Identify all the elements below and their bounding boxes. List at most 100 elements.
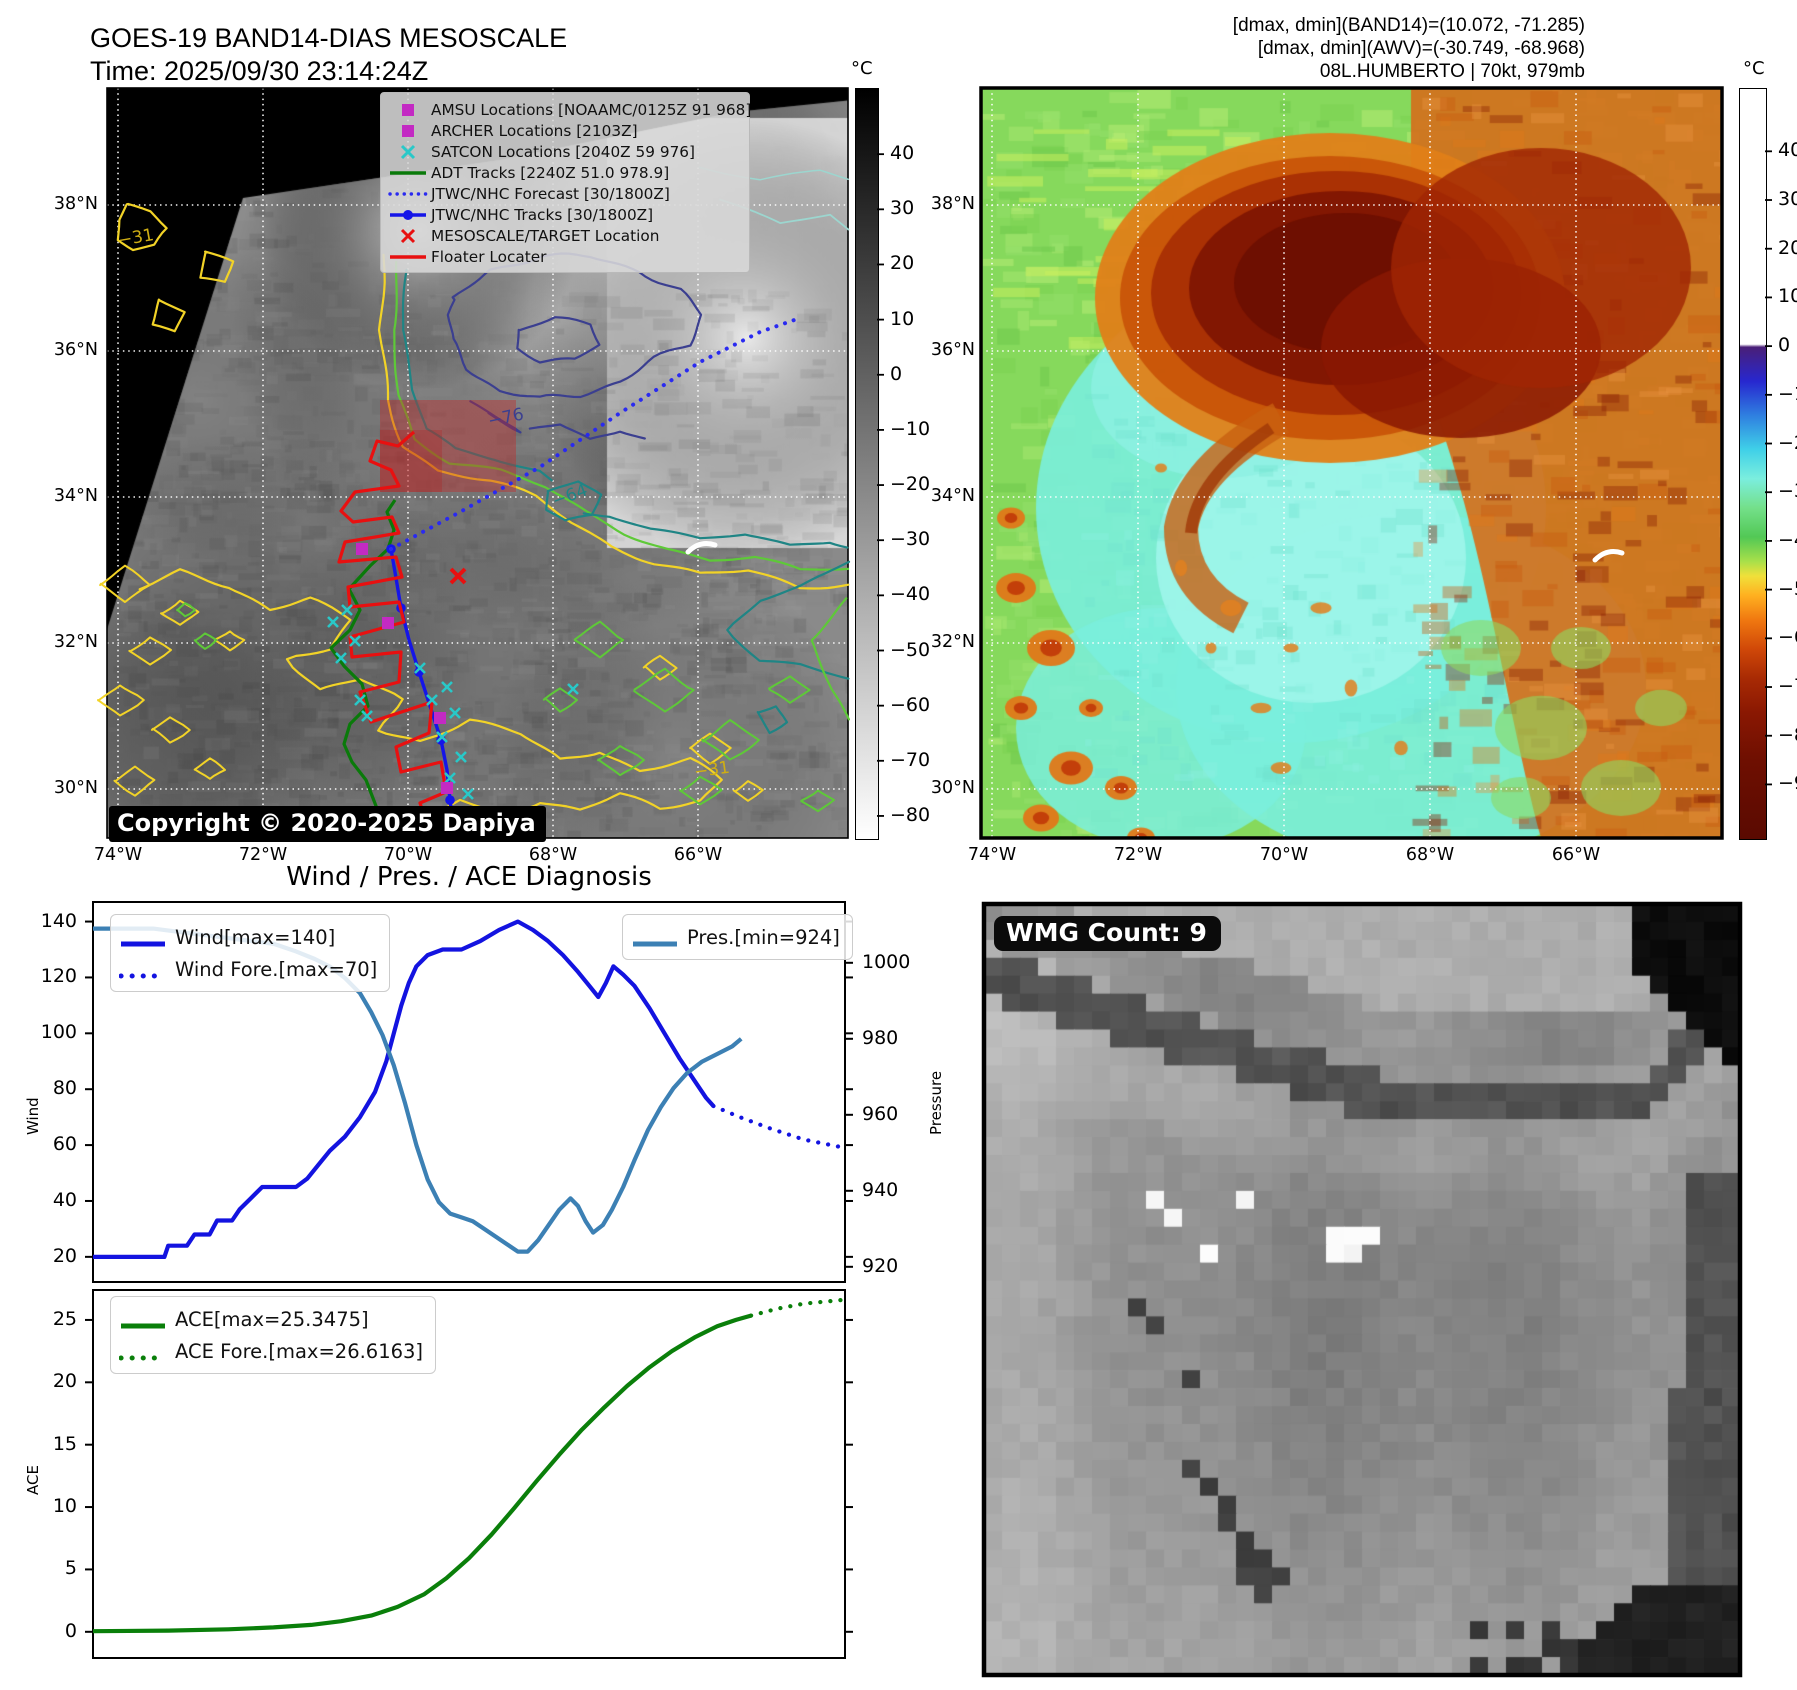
lat-tick-label: 38°N [53,194,98,214]
left-colorbar-tick: −30 [890,528,931,551]
lat-tick-label: 36°N [53,340,98,360]
chart-legend-label: ACE Fore.[max=26.6163] [175,1339,424,1363]
legend-item-label: Floater Locater [431,247,547,266]
header-right: [dmax, dmin](BAND14)=(10.072, -71.285) [… [1233,14,1585,83]
y-tick-label: 80 [52,1077,77,1100]
left-colorbar-tick: −20 [890,473,931,496]
pressure-legend: Pres.[min=924] [622,914,853,960]
left-colorbar-unit: °C [851,58,873,79]
lon-tick-label: 70°W [1259,845,1309,865]
pressure-axis-label: Pressure [927,1070,945,1135]
lat-tick-label: 38°N [930,194,975,214]
legend-item: AMSU Locations [NOAAMC/0125Z 91 968] [385,99,751,120]
left-colorbar-tick: −40 [890,583,931,606]
legend-item-label: SATCON Locations [2040Z 59 976] [431,142,696,161]
chart-legend-item: Pres.[min=924] [631,921,840,953]
lat-tick-label: 36°N [930,340,975,360]
lon-tick-label: 68°W [1405,845,1455,865]
lon-tick-label: 74°W [967,845,1017,865]
left-colorbar-tick: 10 [890,307,915,330]
awv-colorbar [1739,88,1767,840]
left-colorbar-tick: 40 [890,142,915,165]
left-colorbar-tick: −70 [890,748,931,771]
legend-item-label: JTWC/NHC Forecast [30/1800Z] [431,184,670,203]
y-tick-right-label: 960 [862,1102,899,1125]
copyright-badge: Copyright © 2020-2025 Dapiya [109,806,546,842]
chart-legend-item: ACE Fore.[max=26.6163] [119,1335,423,1367]
y-tick-right-label: 920 [862,1254,899,1277]
left-colorbar-tick: 30 [890,197,915,220]
y-tick-label: 10 [52,1495,77,1518]
legend-item: JTWC/NHC Forecast [30/1800Z] [385,183,745,204]
lon-tick-label: 66°W [673,845,723,865]
legend-item: JTWC/NHC Tracks [30/1800Z] [385,204,745,225]
page-title: GOES-19 BAND14-DIAS MESOSCALE [90,23,568,53]
lon-tick-label: 74°W [93,845,143,865]
lon-tick-label: 66°W [1551,845,1601,865]
right-colorbar-tick: −50 [1778,577,1797,600]
dmax-dmin-awv: [dmax, dmin](AWV)=(-30.749, -68.968) [1257,38,1585,59]
left-colorbar-tick: −80 [890,803,931,826]
storm-status: 08L.HUMBERTO | 70kt, 979mb [1319,61,1585,82]
legend-item: ARCHER Locations [2103Z] [385,120,745,141]
left-colorbar-tick: −60 [890,693,931,716]
right-colorbar-tick: 10 [1778,285,1797,308]
dmax-dmin-band14: [dmax, dmin](BAND14)=(10.072, -71.285) [1232,15,1585,36]
y-tick-label: 140 [40,909,77,932]
right-colorbar-tick: −40 [1778,528,1797,551]
legend-item-label: JTWC/NHC Tracks [30/1800Z] [431,205,654,224]
y-tick-label: 15 [52,1432,77,1455]
y-tick-label: 20 [52,1244,77,1267]
chart-legend-item: Wind Fore.[max=70] [119,953,377,985]
right-colorbar-unit: °C [1743,58,1765,79]
left-colorbar-tick: −50 [890,638,931,661]
lat-tick-label: 30°N [930,778,975,798]
left-colorbar-tick: 20 [890,252,915,275]
legend-item-label: ARCHER Locations [2103Z] [431,121,638,140]
lat-tick-label: 34°N [930,486,975,506]
chart-legend-label: Wind Fore.[max=70] [175,957,378,981]
y-tick-label: 40 [52,1188,77,1211]
left-colorbar-tick: 0 [890,362,903,385]
header-left: GOES-19 BAND14-DIAS MESOSCALE Time: 2025… [90,22,567,88]
grayscale-colorbar [855,88,879,840]
y-tick-right-label: 980 [862,1026,899,1049]
legend-item: Floater Locater [385,246,745,267]
wmg-pixel-map [984,904,1740,1675]
lat-tick-label: 32°N [930,632,975,652]
right-colorbar-tick: −30 [1778,480,1797,503]
left-colorbar-tick: −10 [890,417,931,440]
legend-item: ADT Tracks [2240Z 51.0 978.9] [385,162,745,183]
legend-item-label: MESOSCALE/TARGET Location [431,226,660,245]
chart-legend-label: Wind[max=140] [175,925,336,949]
right-colorbar-tick: −70 [1778,675,1797,698]
lon-tick-label: 72°W [1113,845,1163,865]
right-colorbar-tick: 0 [1778,334,1791,357]
awv-color-map [981,88,1722,838]
right-colorbar-tick: −80 [1778,723,1797,746]
y-tick-right-label: 940 [862,1178,899,1201]
chart-legend-item: ACE[max=25.3475] [119,1303,423,1335]
y-tick-label: 120 [40,965,77,988]
legend-item-label: ADT Tracks [2240Z 51.0 978.9] [431,163,670,182]
ace-legend: ACE[max=25.3475] ACE Fore.[max=26.6163] [110,1296,437,1374]
lon-tick-label: 70°W [383,845,433,865]
right-colorbar-tick: −10 [1778,382,1797,405]
right-colorbar-tick: −60 [1778,626,1797,649]
wind-legend: Wind[max=140] Wind Fore.[max=70] [110,914,391,992]
lon-tick-label: 68°W [528,845,578,865]
right-colorbar-tick: −90 [1778,772,1797,795]
y-tick-label: 25 [52,1307,77,1330]
y-tick-label: 20 [52,1370,77,1393]
chart-legend-label: ACE[max=25.3475] [175,1307,369,1331]
wmg-count-badge: WMG Count: 9 [994,916,1221,951]
legend-item: SATCON Locations [2040Z 59 976] [385,141,745,162]
y-tick-right-label: 1000 [862,950,911,973]
lon-tick-label: 72°W [238,845,288,865]
right-colorbar-tick: 40 [1778,139,1797,162]
legend-item: MESOSCALE/TARGET Location [385,225,745,246]
left-map-legend: AMSU Locations [NOAAMC/0125Z 91 968] ARCH… [380,92,751,273]
lat-tick-label: 30°N [53,778,98,798]
